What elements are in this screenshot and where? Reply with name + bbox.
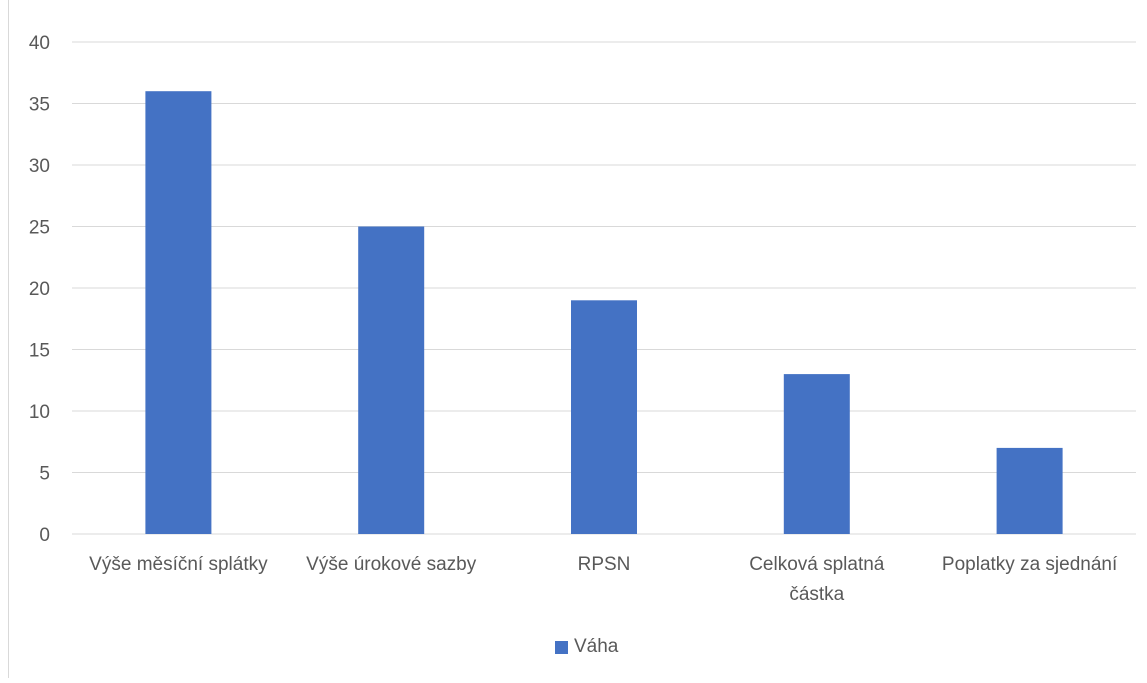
bar [145, 91, 212, 534]
y-tick-label: 10 [29, 402, 50, 423]
bar [358, 226, 425, 534]
x-tick-label: RPSN [578, 554, 631, 575]
x-tick-label: Výše úrokové sazby [306, 554, 477, 575]
y-tick-label: 25 [29, 218, 50, 239]
y-tick-label: 15 [29, 341, 50, 362]
bar [783, 374, 850, 534]
bar [996, 447, 1063, 534]
chart-frame-border [8, 0, 9, 678]
x-tick-label: Celková splatná [749, 554, 885, 575]
y-tick-label: 5 [39, 464, 50, 485]
legend-swatch [555, 640, 568, 654]
legend-label: Váha [574, 636, 619, 657]
y-tick-label: 35 [29, 95, 50, 116]
legend: Váha [555, 636, 618, 658]
y-tick-label: 20 [29, 279, 50, 300]
y-tick-label: 30 [29, 156, 50, 177]
x-tick-label: částka [789, 584, 844, 605]
bar [571, 300, 637, 534]
y-tick-label: 0 [39, 525, 50, 546]
x-tick-label: Poplatky za sjednání [942, 554, 1118, 575]
x-tick-label: Výše měsíční splátky [89, 554, 268, 575]
y-tick-label: 40 [29, 33, 50, 54]
